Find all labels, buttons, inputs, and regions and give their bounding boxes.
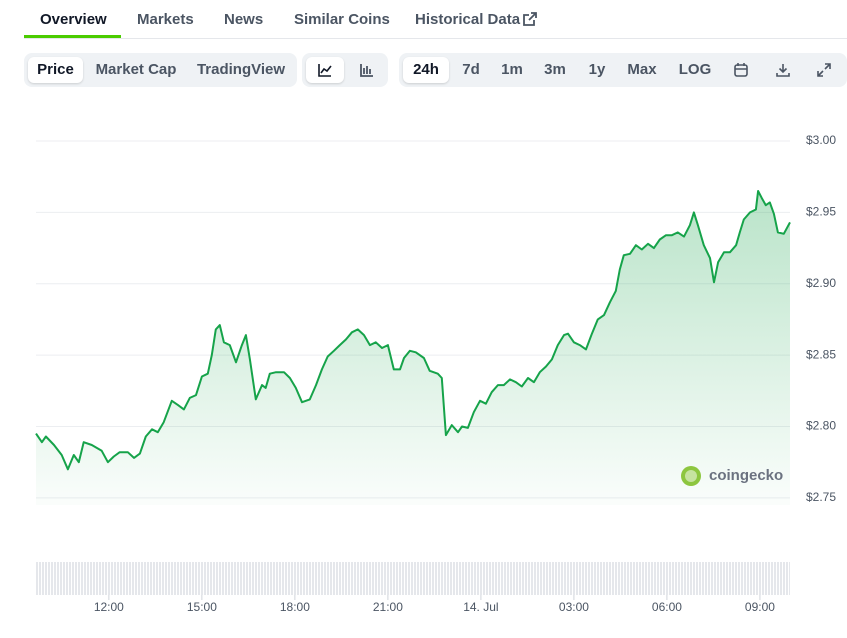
candle-button[interactable]	[348, 57, 386, 83]
x-tick-label: 21:00	[373, 600, 403, 614]
button[interactable]: 7d	[462, 61, 480, 78]
y-tick-label: $2.80	[806, 419, 836, 433]
chart-type-group: Price Market Cap TradingView	[24, 53, 297, 87]
y-tick-label: $2.90	[806, 276, 836, 290]
tab[interactable]: News	[224, 11, 264, 28]
range-group: 24h 7d 1m 3m 1y Max LOG	[399, 53, 847, 87]
tab[interactable]: Historical Data	[415, 11, 521, 28]
y-tick-label: $2.95	[806, 205, 836, 219]
x-tick-label: 12:00	[94, 600, 124, 614]
x-tick-label: 14. Jul	[463, 600, 498, 614]
calendar-icon[interactable]	[734, 63, 748, 77]
button[interactable]: 24h	[403, 57, 449, 83]
active-underline	[24, 35, 121, 38]
tab[interactable]: Similar Coins	[294, 11, 390, 28]
fullscreen-icon[interactable]	[817, 63, 831, 77]
y-tick-label: $2.85	[806, 347, 836, 361]
tab[interactable]: Markets	[137, 11, 194, 28]
x-tick-label: 09:00	[745, 600, 775, 614]
external-link-icon	[523, 12, 537, 26]
x-tick-label: 06:00	[652, 600, 682, 614]
button[interactable]: TradingView	[196, 61, 286, 78]
tab[interactable]: Overview	[40, 11, 107, 28]
button[interactable]: 1y	[588, 61, 606, 78]
y-tick-label: $3.00	[806, 133, 836, 147]
price-area	[36, 191, 790, 505]
x-tick-label: 03:00	[559, 600, 589, 614]
button[interactable]: 3m	[544, 61, 566, 78]
button[interactable]: Market Cap	[95, 61, 177, 78]
button[interactable]: LOG	[678, 61, 712, 78]
price-line	[35, 190, 791, 471]
candle-icon	[360, 64, 373, 77]
x-tick-label: 18:00	[280, 600, 310, 614]
watermark-text: coingecko	[709, 467, 783, 484]
x-tick-label: 15:00	[187, 600, 217, 614]
tab-bar: Overview Markets News Similar Coins Hist…	[24, 0, 847, 39]
button[interactable]: Max	[627, 61, 657, 78]
y-tick-label: $2.75	[806, 490, 836, 504]
line-icon	[318, 64, 332, 77]
download-icon[interactable]	[776, 63, 790, 77]
line-button[interactable]	[306, 57, 344, 83]
volume-bars	[36, 562, 790, 595]
button[interactable]: 1m	[501, 61, 523, 78]
watermark: coingecko	[681, 466, 783, 486]
chart-style-group	[302, 53, 388, 87]
button[interactable]: Price	[28, 57, 83, 83]
watermark-logo	[685, 470, 697, 482]
